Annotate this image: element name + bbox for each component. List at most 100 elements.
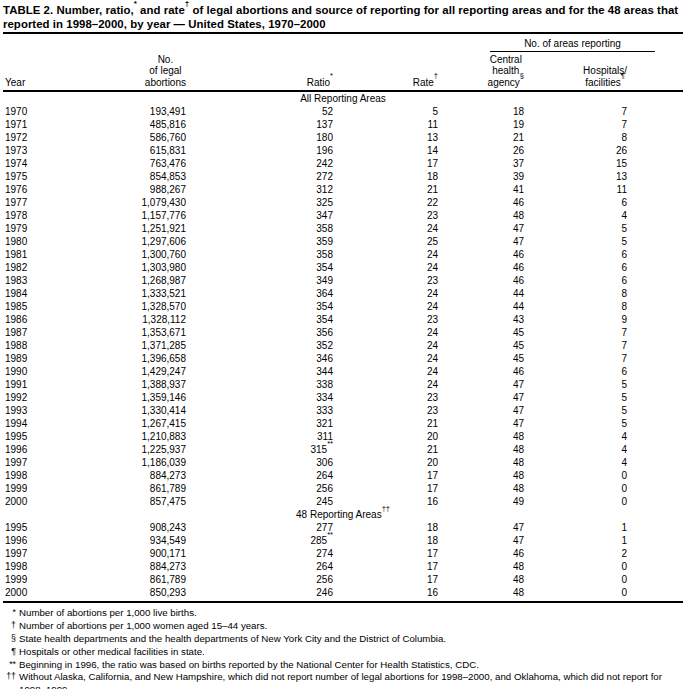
row-spacer <box>627 560 683 573</box>
cell-rate: 11 <box>333 118 438 131</box>
cell-no-of-legal-abortions: 857,475 <box>61 495 186 508</box>
table-row: 1975854,853272183913 <box>3 170 683 183</box>
cell-no-of-legal-abortions: 1,297,606 <box>61 235 186 248</box>
cell-rate: 23 <box>333 313 438 326</box>
cell-ratio: 312 <box>186 183 333 196</box>
table-row: 19851,328,57035424448 <box>3 300 683 313</box>
cell-hospitals-facilities: 4 <box>524 430 627 443</box>
cell-hospitals-facilities: 15 <box>524 157 627 170</box>
table-row: 1973615,831196142626 <box>3 144 683 157</box>
cell-central-health-agency: 49 <box>438 495 524 508</box>
cell-central-health-agency: 19 <box>438 118 524 131</box>
row-spacer <box>627 105 683 118</box>
table-row: 19961,225,937315**21484 <box>3 443 683 456</box>
section-header-row: All Reporting Areas <box>3 91 683 105</box>
table-row: 1995908,24327718471 <box>3 521 683 534</box>
cell-no-of-legal-abortions: 861,789 <box>61 482 186 495</box>
column-header-hospitals-facilities: Hospitals/facilities¶ <box>524 52 627 91</box>
cell-no-of-legal-abortions: 1,157,776 <box>61 209 186 222</box>
cell-central-health-agency: 37 <box>438 157 524 170</box>
cell-hospitals-facilities: 2 <box>524 547 627 560</box>
cell-year: 1996 <box>3 443 61 456</box>
cell-year: 1986 <box>3 313 61 326</box>
cell-no-of-legal-abortions: 586,760 <box>61 131 186 144</box>
row-spacer <box>627 456 683 469</box>
cell-no-of-legal-abortions: 1,353,671 <box>61 326 186 339</box>
cell-central-health-agency: 39 <box>438 170 524 183</box>
cell-rate: 24 <box>333 365 438 378</box>
footnote-ref-asterisk: * <box>134 0 137 8</box>
cell-ratio: 349 <box>186 274 333 287</box>
row-spacer <box>627 534 683 547</box>
row-spacer <box>627 300 683 313</box>
cell-central-health-agency: 48 <box>438 443 524 456</box>
table-body: All Reporting Areas1970193,4915251871971… <box>3 91 683 599</box>
cell-hospitals-facilities: 5 <box>524 222 627 235</box>
cell-rate: 18 <box>333 534 438 547</box>
row-spacer <box>627 326 683 339</box>
cell-central-health-agency: 47 <box>438 417 524 430</box>
cell-ratio: 325 <box>186 196 333 209</box>
cell-hospitals-facilities: 26 <box>524 144 627 157</box>
column-header-year: Year <box>3 52 61 91</box>
footnote: ¶Hospitals or other medical facilities i… <box>3 646 683 659</box>
footnote-text: State health departments and the health … <box>19 633 446 644</box>
row-spacer <box>627 482 683 495</box>
cell-no-of-legal-abortions: 988,267 <box>61 183 186 196</box>
cell-no-of-legal-abortions: 485,816 <box>61 118 186 131</box>
cell-central-health-agency: 45 <box>438 326 524 339</box>
areas-reporting-spanner: No. of areas reporting <box>490 38 655 52</box>
cell-rate: 17 <box>333 157 438 170</box>
table-header: No. of areas reporting Year No.of legalab… <box>3 34 683 91</box>
footnote-ref: § <box>520 71 524 80</box>
footnote-text: Number of abortions per 1,000 women aged… <box>19 620 267 631</box>
cell-central-health-agency: 41 <box>438 183 524 196</box>
cell-hospitals-facilities: 1 <box>524 521 627 534</box>
footnote-ref: †† <box>382 504 390 513</box>
footnote-text: Number of abortions per 1,000 live birth… <box>19 607 197 618</box>
table-row: 19811,300,76035824466 <box>3 248 683 261</box>
table-row: 19921,359,14633423475 <box>3 391 683 404</box>
cell-hospitals-facilities: 6 <box>524 248 627 261</box>
cell-year: 1974 <box>3 157 61 170</box>
cell-hospitals-facilities: 0 <box>524 482 627 495</box>
row-spacer <box>627 391 683 404</box>
table-row: 19821,303,98035424466 <box>3 261 683 274</box>
row-spacer <box>627 261 683 274</box>
section-header-label: All Reporting Areas <box>3 91 683 105</box>
cell-rate: 18 <box>333 170 438 183</box>
column-header-label: Year <box>5 77 25 88</box>
cell-rate: 21 <box>333 183 438 196</box>
cell-no-of-legal-abortions: 934,549 <box>61 534 186 547</box>
cell-hospitals-facilities: 0 <box>524 560 627 573</box>
cell-ratio: 264 <box>186 560 333 573</box>
row-spacer <box>627 183 683 196</box>
table-row: 1996934,549285**18471 <box>3 534 683 547</box>
table-row: 19931,330,41433323475 <box>3 404 683 417</box>
cell-rate: 23 <box>333 391 438 404</box>
row-spacer <box>627 209 683 222</box>
cell-year: 1983 <box>3 274 61 287</box>
row-spacer <box>627 352 683 365</box>
column-header-ratio: Ratio* <box>186 52 333 91</box>
cell-ratio: 344 <box>186 365 333 378</box>
cell-ratio: 196 <box>186 144 333 157</box>
cell-no-of-legal-abortions: 1,328,570 <box>61 300 186 313</box>
cell-hospitals-facilities: 0 <box>524 495 627 508</box>
cell-central-health-agency: 45 <box>438 339 524 352</box>
cell-hospitals-facilities: 7 <box>524 105 627 118</box>
table-row: 19951,210,88331120484 <box>3 430 683 443</box>
cell-year: 1984 <box>3 287 61 300</box>
cell-rate: 24 <box>333 378 438 391</box>
cell-hospitals-facilities: 9 <box>524 313 627 326</box>
row-spacer <box>627 274 683 287</box>
cell-central-health-agency: 43 <box>438 313 524 326</box>
column-header-no-of-legal-abortions: No.of legalabortions <box>61 52 186 91</box>
cell-hospitals-facilities: 7 <box>524 326 627 339</box>
cell-central-health-agency: 44 <box>438 300 524 313</box>
footnote-ref: ¶ <box>621 71 625 80</box>
cell-hospitals-facilities: 7 <box>524 118 627 131</box>
spanner-row: No. of areas reporting <box>3 34 683 52</box>
cell-no-of-legal-abortions: 884,273 <box>61 560 186 573</box>
cell-year: 1988 <box>3 339 61 352</box>
